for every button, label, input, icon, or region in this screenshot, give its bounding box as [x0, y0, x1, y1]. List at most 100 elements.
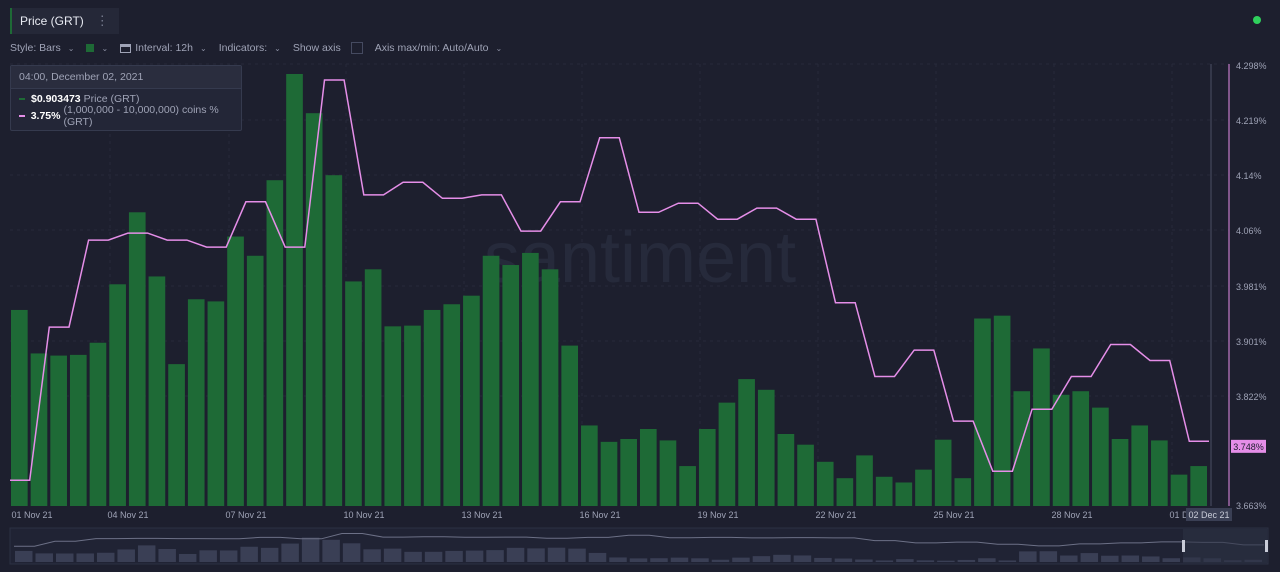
coins-swatch	[19, 114, 25, 117]
navigator-bar	[588, 552, 607, 562]
price-bar	[718, 402, 736, 506]
navigator-bar	[732, 557, 750, 562]
navigator-bar	[691, 558, 709, 562]
price-bar	[11, 309, 28, 506]
navigator-bar	[117, 549, 135, 562]
navigator-bar	[15, 550, 33, 562]
tab-title: Price (GRT)	[20, 14, 84, 28]
current-value-badge	[1231, 439, 1266, 453]
price-bar	[522, 252, 539, 506]
price-bar	[463, 295, 480, 506]
navigator-bar	[1080, 553, 1099, 562]
y-tick-label: 3.822%	[1236, 392, 1267, 402]
navigator-bar	[1060, 555, 1078, 562]
price-bar	[1052, 394, 1070, 506]
navigator-bar	[1162, 558, 1181, 562]
price-bar	[797, 444, 814, 506]
chevron-down-icon: ⌄	[199, 43, 207, 53]
navigator-bar	[240, 546, 258, 562]
price-bar	[1190, 466, 1207, 506]
interval-dropdown[interactable]: Interval: 12h ⌄	[120, 42, 207, 54]
price-bar	[698, 429, 716, 506]
price-bar	[364, 269, 382, 506]
price-bar	[443, 304, 461, 506]
navigator-line	[14, 533, 1264, 547]
navigator-bar	[178, 553, 197, 562]
color-swatch	[86, 44, 95, 52]
price-bar	[993, 315, 1011, 506]
x-tick-label: 19 Nov 21	[697, 510, 738, 520]
navigator-bar	[875, 560, 894, 562]
price-bar	[345, 281, 362, 506]
show-axis-toggle[interactable]: Show axis	[293, 42, 363, 54]
navigator-bar	[834, 558, 853, 562]
price-bar	[581, 425, 598, 506]
current-value-label: 3.748%	[1233, 442, 1264, 452]
navigator-bar	[342, 543, 361, 562]
navigator-bar	[711, 559, 730, 562]
navigator-bar	[486, 550, 504, 562]
coins-line-path	[10, 79, 1209, 481]
navigator-bar	[158, 549, 176, 562]
navigator-bar	[424, 551, 443, 562]
price-bar	[286, 73, 303, 506]
navigator-bar	[752, 556, 771, 562]
navigator-bar	[568, 548, 586, 562]
price-bar	[1013, 391, 1031, 506]
status-indicator	[1253, 16, 1261, 24]
price-bar	[659, 440, 677, 506]
navigator-bar	[96, 552, 115, 562]
active-date-marker: 02 Dec 21	[1186, 508, 1232, 521]
price-bar	[109, 284, 126, 506]
y-tick-label: 4.14%	[1236, 171, 1262, 181]
navigator-bar	[1039, 551, 1058, 562]
navigator-bar	[527, 548, 545, 562]
price-bar	[1092, 407, 1109, 506]
style-label: Style: Bars	[10, 42, 61, 54]
more-options-icon[interactable]: ⋮	[95, 13, 109, 28]
navigator-bar	[896, 559, 914, 562]
price-bar	[620, 438, 637, 506]
axis-label: Axis max/min: Auto/Auto	[374, 42, 489, 54]
color-picker[interactable]: ⌄	[86, 44, 108, 53]
axis-dropdown[interactable]: Axis max/min: Auto/Auto ⌄	[375, 42, 503, 54]
price-bar	[502, 265, 520, 506]
indicators-label: Indicators:	[218, 42, 268, 54]
checkbox-icon	[350, 42, 363, 54]
y-tick-label: 3.663%	[1236, 501, 1267, 511]
price-bar	[561, 345, 579, 506]
price-bar	[1072, 391, 1090, 506]
current-value-marker: 3.748%	[1231, 439, 1266, 453]
navigator-bar	[404, 551, 422, 562]
price-swatch	[19, 97, 25, 100]
navigator-bar	[465, 550, 484, 562]
y-tick-label: 4.298%	[1236, 61, 1267, 71]
price-bar	[934, 439, 952, 506]
navigator-bar	[260, 547, 279, 562]
indicators-dropdown[interactable]: Indicators: ⌄	[219, 42, 281, 54]
navigator-bar	[35, 553, 53, 562]
navigator-bar	[814, 557, 832, 562]
price-bar	[89, 342, 107, 506]
price-bar	[148, 276, 166, 506]
price-bar	[738, 379, 755, 506]
y-tick-label: 3.901%	[1236, 337, 1267, 347]
navigator-bar	[1121, 555, 1140, 562]
price-bar	[777, 433, 795, 506]
navigator-right-handle	[1265, 540, 1268, 552]
price-bar	[757, 389, 775, 506]
price-bar	[246, 255, 264, 506]
price-bar	[482, 255, 500, 506]
price-tab[interactable]: Price (GRT) ⋮	[10, 8, 119, 34]
price-bar	[1131, 425, 1149, 506]
price-bar	[915, 469, 932, 506]
price-bar	[541, 269, 559, 506]
y-tick-label: 4.06%	[1236, 226, 1262, 236]
style-dropdown[interactable]: Style: Bars ⌄	[10, 42, 74, 54]
price-value: $0.903473	[31, 92, 81, 105]
chevron-down-icon: ⌄	[495, 43, 503, 53]
tooltip-price-row: $0.903473 Price (GRT)	[11, 91, 241, 106]
price-bar	[168, 364, 185, 506]
price-bar	[1033, 348, 1050, 506]
